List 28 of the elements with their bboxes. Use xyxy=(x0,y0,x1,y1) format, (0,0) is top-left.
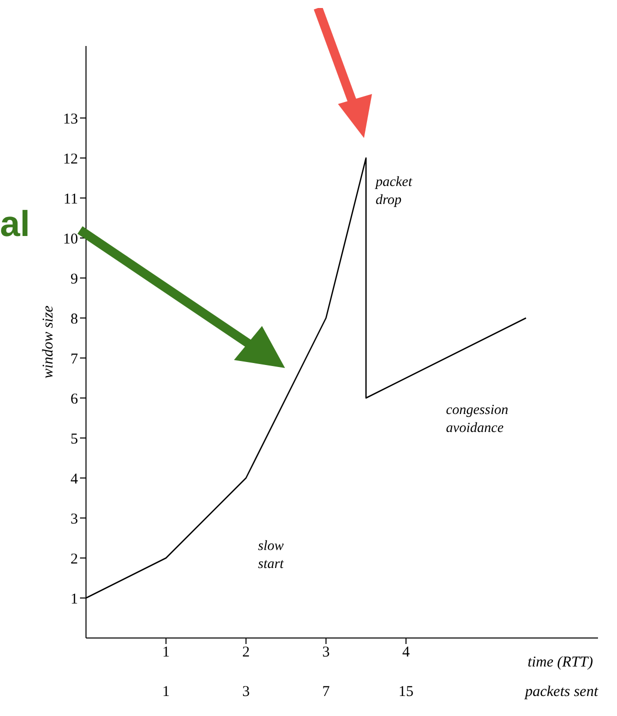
annotation: packet drop xyxy=(374,175,414,208)
y-tick-label: 8 xyxy=(70,311,78,328)
text: al xyxy=(0,203,30,245)
y-tick-label: 5 xyxy=(70,431,78,448)
x-axis-title: time (RTT) xyxy=(528,654,593,670)
y-tick-label: 12 xyxy=(63,151,78,168)
y-tick-label: 1 xyxy=(70,591,78,608)
x-tick-label: 2 xyxy=(242,644,250,661)
annotation: congession avoidance xyxy=(446,403,508,436)
x-tick-label: 3 xyxy=(322,644,330,661)
y-tick-label: 3 xyxy=(70,511,78,528)
x-tick-label: 1 xyxy=(162,644,170,661)
y-tick-label: 7 xyxy=(70,351,78,368)
y-tick-label: 2 xyxy=(70,551,78,568)
y-tick-label: 9 xyxy=(70,271,78,288)
y-tick-label: 13 xyxy=(63,111,78,128)
text: packets sent xyxy=(524,684,599,700)
y-tick-label: 4 xyxy=(70,471,78,488)
text: 1 xyxy=(162,684,170,700)
annotation: slow start xyxy=(258,539,285,572)
y-tick-label: 10 xyxy=(63,231,78,248)
text: 3 xyxy=(242,684,250,700)
x-tick-label: 4 xyxy=(402,644,410,661)
y-tick-label: 11 xyxy=(64,191,78,208)
text: 7 xyxy=(322,684,330,700)
y-tick-label: 6 xyxy=(70,391,78,408)
text: 15 xyxy=(398,684,414,700)
y-axis-title: window size xyxy=(40,305,56,378)
